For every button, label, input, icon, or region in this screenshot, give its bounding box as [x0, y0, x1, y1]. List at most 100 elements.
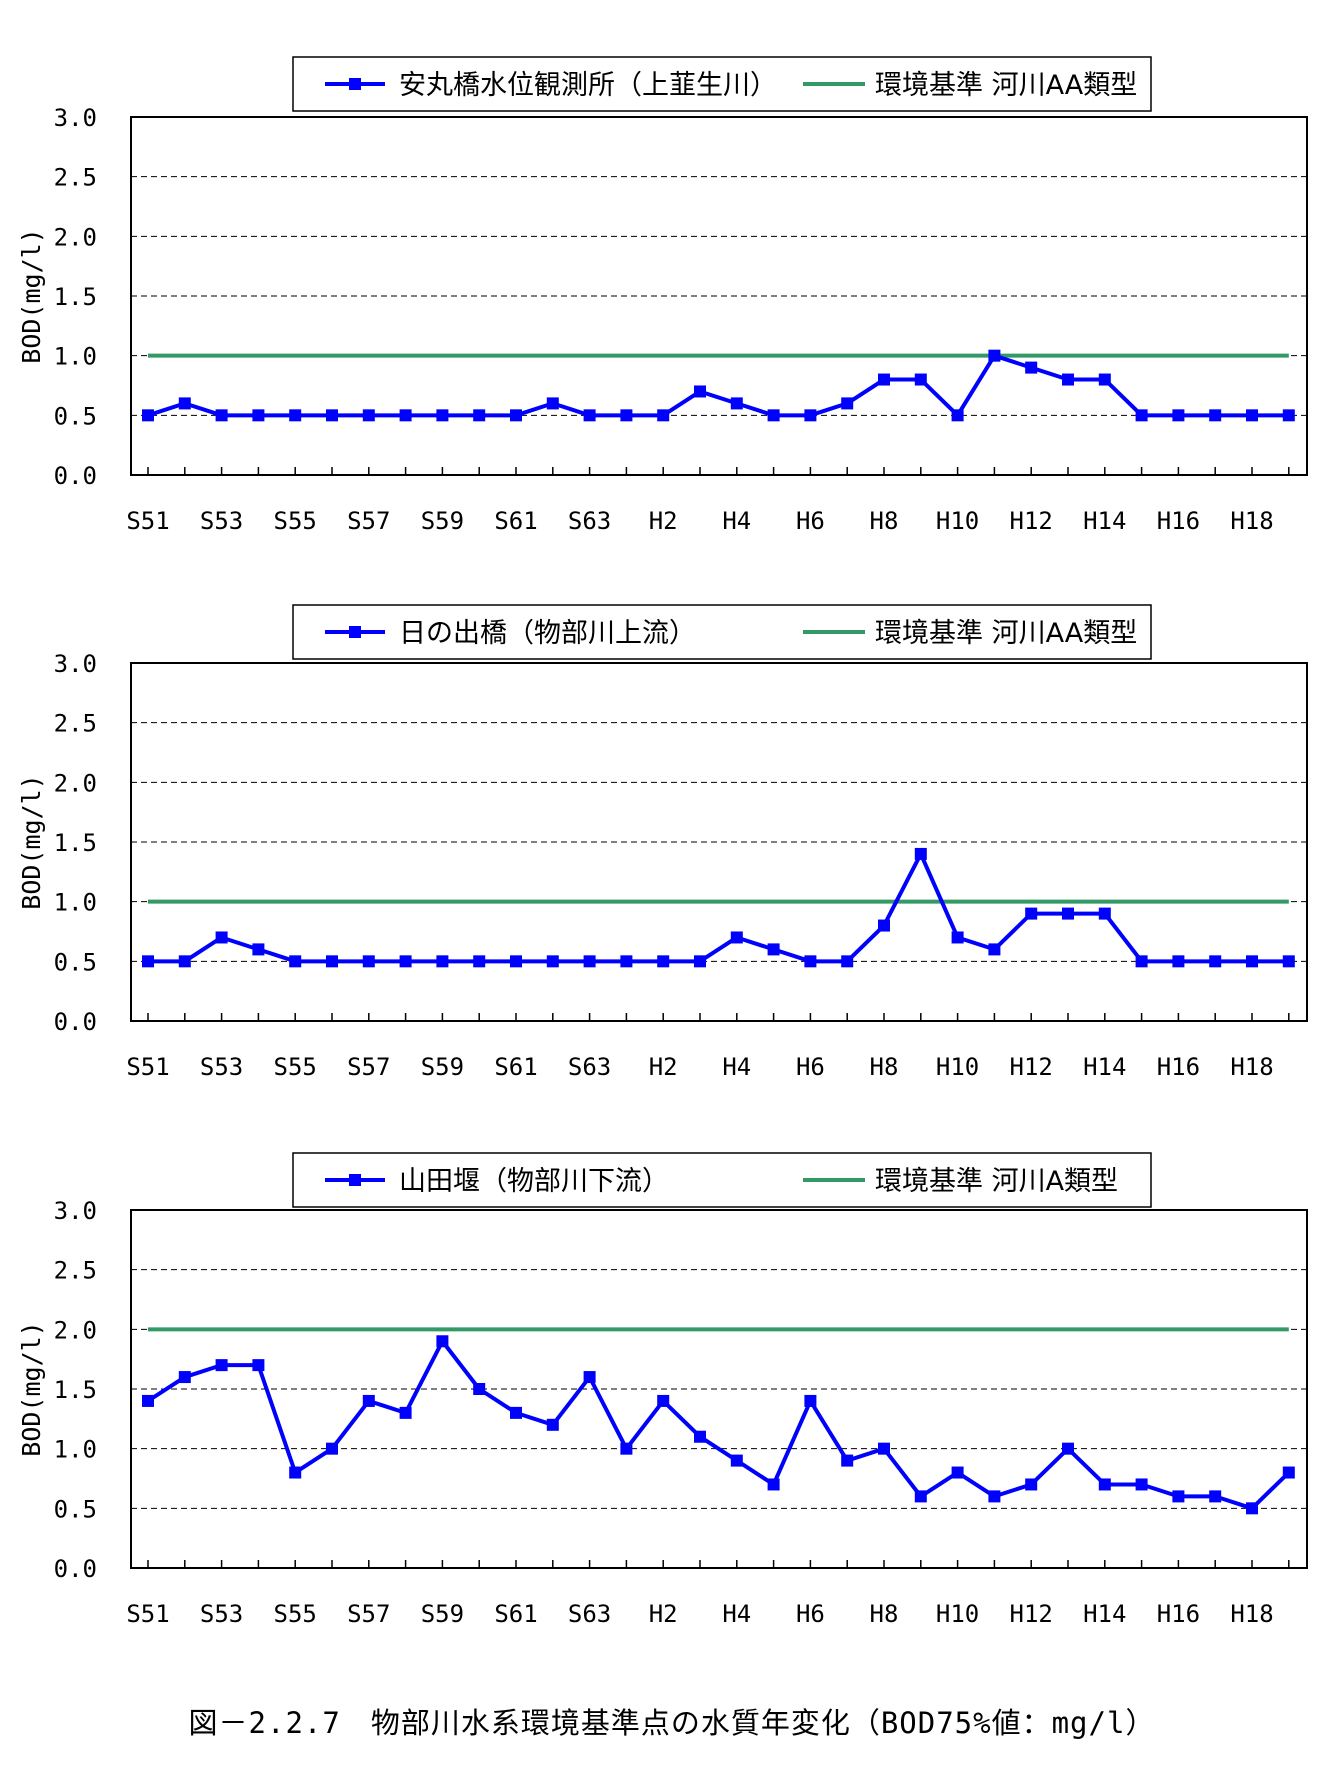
- legend-label-series: 日の出橋（物部川上流）: [399, 618, 696, 649]
- data-point: [1282, 955, 1295, 968]
- legend-label-standard: 環境基準 河川AA類型: [875, 618, 1137, 649]
- data-point: [326, 955, 338, 968]
- x-tick-label: H4: [722, 507, 751, 535]
- data-point: [583, 1371, 596, 1384]
- data-point: [510, 409, 522, 422]
- x-tick-label: S57: [347, 1600, 390, 1628]
- y-tick-label: 3.0: [54, 104, 97, 132]
- x-tick-label: H8: [870, 507, 899, 535]
- data-point: [142, 1394, 154, 1407]
- data-point: [694, 385, 706, 398]
- y-tick-label: 3.0: [54, 1197, 97, 1225]
- data-point: [841, 955, 854, 968]
- legend-box: [292, 1152, 1152, 1208]
- data-point: [289, 1466, 302, 1479]
- data-point: [473, 955, 486, 968]
- data-point: [730, 397, 743, 410]
- x-tick-label: H14: [1083, 1600, 1126, 1628]
- x-tick-label: H6: [796, 1600, 825, 1628]
- data-point: [583, 409, 596, 422]
- y-tick-label: 3.0: [54, 650, 97, 678]
- data-point: [988, 943, 1001, 956]
- legend-label-standard: 環境基準 河川A類型: [875, 1166, 1118, 1197]
- data-point: [620, 1442, 633, 1455]
- data-point: [988, 1490, 1001, 1503]
- y-tick-label: 0.5: [54, 948, 97, 976]
- data-point: [694, 955, 706, 968]
- x-tick-label: S59: [421, 1053, 464, 1081]
- data-point: [583, 955, 596, 968]
- y-tick-label: 2.5: [54, 710, 97, 738]
- data-point: [1025, 361, 1038, 374]
- legend-label-series: 安丸橋水位観測所（上韮生川）: [399, 70, 777, 101]
- data-point: [362, 409, 375, 422]
- series-line: [147, 353, 1289, 418]
- data-point: [1098, 373, 1111, 386]
- plot-area-2: [130, 662, 1308, 1022]
- y-tick-label: 1.5: [54, 283, 97, 311]
- x-tick-label: H2: [649, 507, 678, 535]
- x-tick-label: S63: [568, 507, 611, 535]
- x-tick-label: S51: [126, 507, 169, 535]
- x-tick-label: S53: [200, 507, 243, 535]
- data-point: [951, 1466, 964, 1479]
- data-point: [473, 409, 486, 422]
- y-tick-label: 1.0: [54, 343, 97, 371]
- data-point: [399, 409, 412, 422]
- data-point: [1062, 907, 1074, 920]
- x-tick-label: S61: [494, 1600, 537, 1628]
- x-tick-label: S61: [494, 507, 537, 535]
- data-point: [1209, 955, 1222, 968]
- data-point: [1025, 1478, 1038, 1491]
- data-point: [326, 409, 338, 422]
- x-tick-label: H2: [649, 1053, 678, 1081]
- x-tick-label: H4: [722, 1053, 751, 1081]
- data-point: [1062, 1442, 1074, 1455]
- y-tick-label: 2.5: [54, 164, 97, 192]
- x-tick-label: H14: [1083, 1053, 1126, 1081]
- data-point: [620, 409, 633, 422]
- x-tick-label: H4: [722, 1600, 751, 1628]
- y-tick-label: 2.0: [54, 223, 97, 251]
- x-tick-label: H10: [936, 1053, 979, 1081]
- y-tick-label: 2.0: [54, 1316, 97, 1344]
- x-tick-label: S55: [274, 1053, 317, 1081]
- data-point: [1025, 907, 1038, 920]
- data-point: [878, 373, 890, 386]
- x-tick-label: S59: [421, 507, 464, 535]
- x-tick-label: H18: [1230, 1600, 1273, 1628]
- x-tick-label: S53: [200, 1053, 243, 1081]
- x-tick-label: H8: [870, 1600, 899, 1628]
- data-point: [1135, 1478, 1148, 1491]
- x-tick-label: H6: [796, 507, 825, 535]
- data-point: [546, 1418, 559, 1431]
- x-tick-label: S61: [494, 1053, 537, 1081]
- data-point: [215, 409, 228, 422]
- x-tick-label: S63: [568, 1600, 611, 1628]
- legend-swatch-marker: [349, 626, 361, 638]
- y-axis-label: BOD(mg/l): [17, 774, 46, 909]
- plot-area-1: [130, 116, 1308, 476]
- data-point: [289, 409, 302, 422]
- data-point: [1246, 1502, 1258, 1515]
- x-tick-label: S57: [347, 1053, 390, 1081]
- x-tick-label: H12: [1010, 1053, 1053, 1081]
- data-point: [841, 397, 854, 410]
- data-point: [841, 1454, 854, 1467]
- data-point: [804, 409, 817, 422]
- x-tick-label: H2: [649, 1600, 678, 1628]
- y-axis-label: BOD(mg/l): [17, 1321, 46, 1456]
- y-tick-label: 0.0: [54, 462, 97, 490]
- x-tick-label: H16: [1157, 1600, 1200, 1628]
- data-point: [1098, 1478, 1111, 1491]
- data-point: [1282, 409, 1295, 422]
- data-point: [510, 955, 522, 968]
- y-tick-label: 1.5: [54, 829, 97, 857]
- data-point: [1246, 955, 1258, 968]
- data-point: [473, 1383, 486, 1395]
- data-point: [878, 919, 890, 932]
- data-point: [178, 397, 191, 410]
- y-axis-label: BOD(mg/l): [17, 228, 46, 363]
- data-point: [1209, 409, 1222, 422]
- data-point: [694, 1430, 706, 1443]
